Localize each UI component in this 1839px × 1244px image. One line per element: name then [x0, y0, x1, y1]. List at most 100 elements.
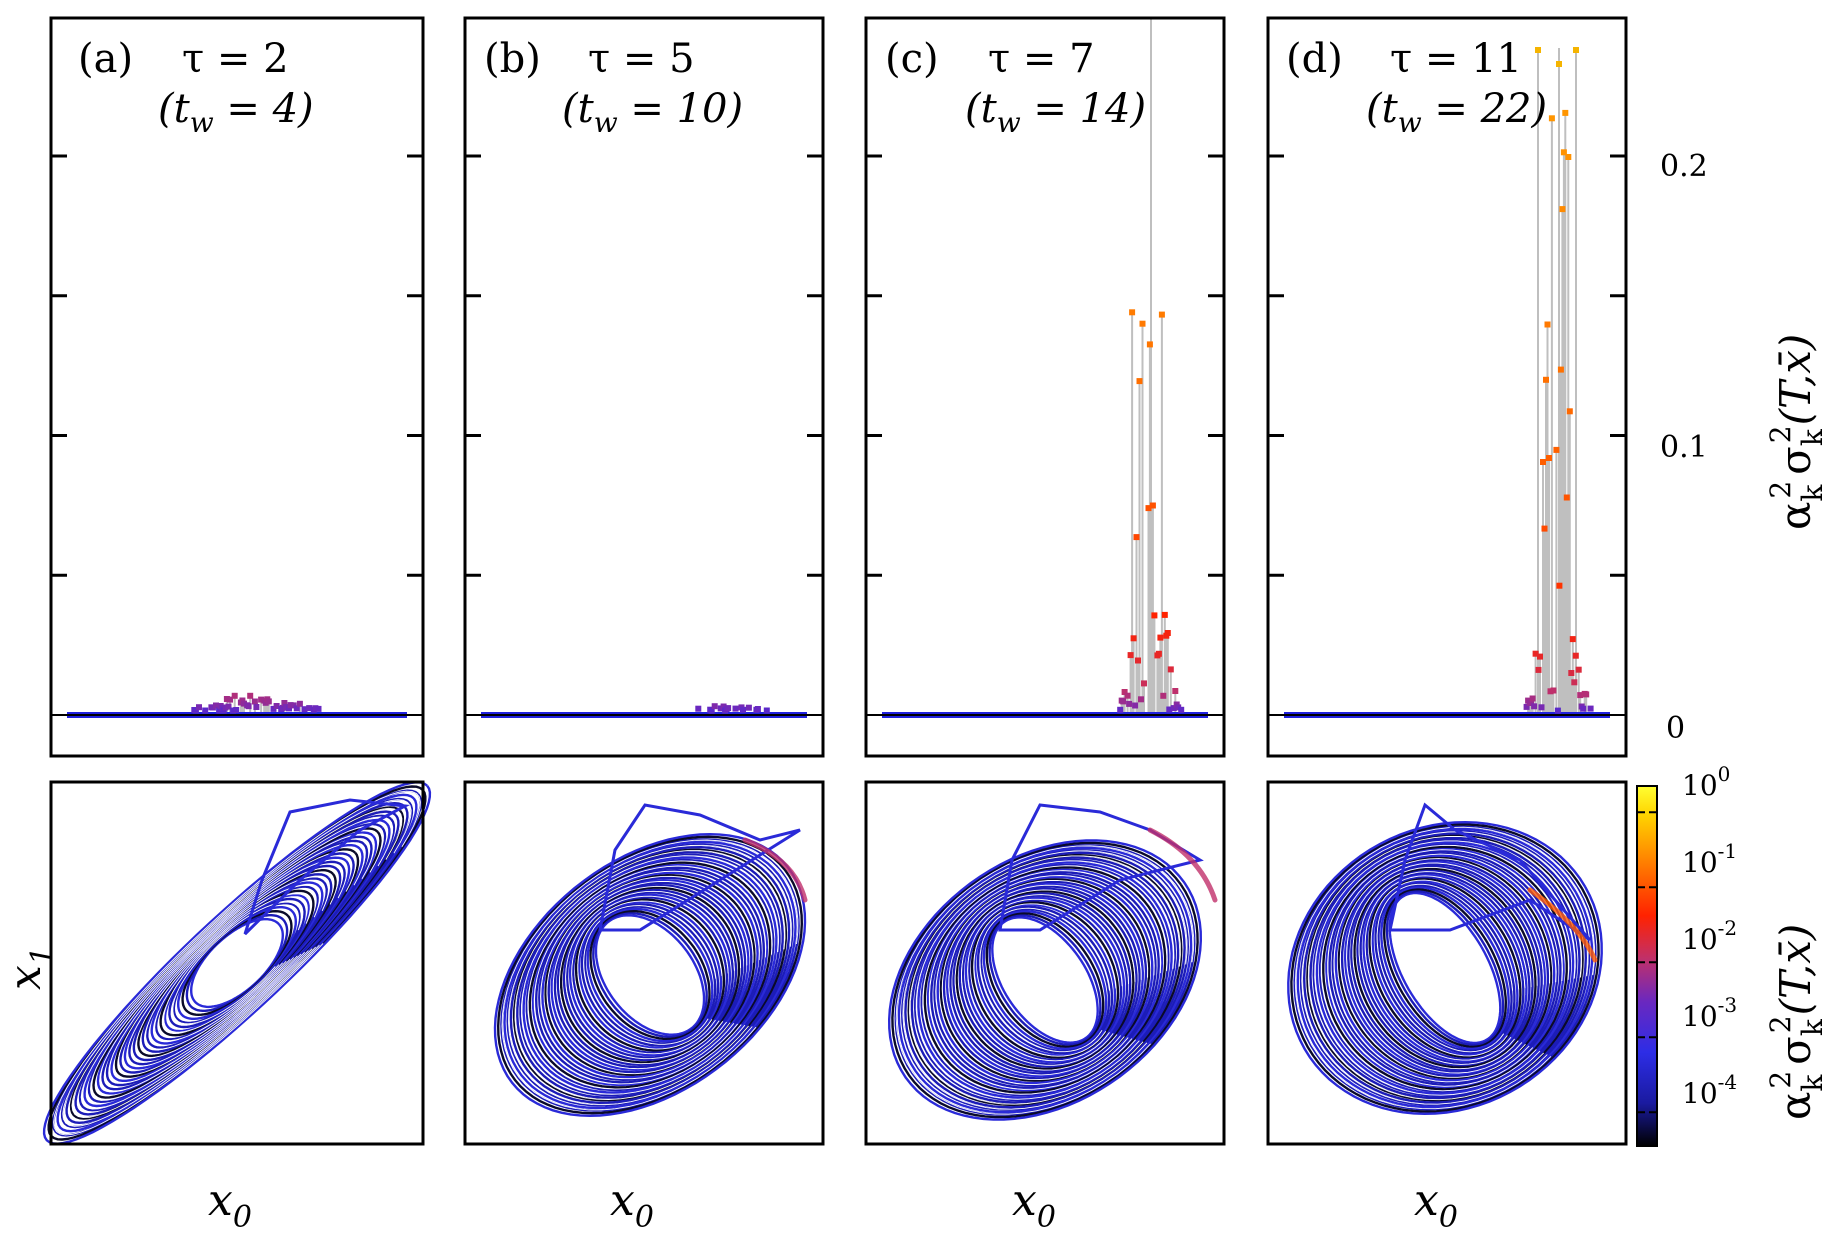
data-point	[1556, 582, 1563, 589]
attractor-fold	[1388, 802, 1592, 942]
attractor-orbit	[1356, 869, 1534, 1067]
attractor-orbit	[42, 781, 432, 1145]
attractor-orbit	[1302, 832, 1588, 1104]
data-point	[287, 702, 294, 709]
attractor-orbit	[1328, 849, 1562, 1087]
attractor-orbit	[973, 903, 1117, 1057]
attractor-orbit	[967, 898, 1123, 1062]
attractor-gap	[126, 859, 348, 1067]
attractor-orbit	[592, 912, 708, 1038]
attractor-orbit	[1377, 884, 1513, 1052]
attractor-gap	[941, 879, 1149, 1081]
attractor-orbit	[544, 873, 756, 1077]
attractor-orbit	[586, 907, 714, 1043]
attractor-orbit	[1325, 847, 1565, 1089]
data-point	[708, 707, 715, 714]
x-axis-label-c: x0	[1012, 1175, 1056, 1235]
attractor-highlight	[1527, 887, 1598, 963]
attractor-orbit	[891, 841, 1199, 1119]
attractor-orbit	[594, 914, 706, 1036]
attractor-orbit	[955, 889, 1135, 1071]
attractor-orbit	[1312, 838, 1578, 1098]
attractor-gap	[954, 889, 1136, 1071]
data-point	[1117, 706, 1124, 713]
data-point	[740, 706, 746, 713]
data-point	[1540, 459, 1546, 465]
attractor-orbit	[939, 878, 1151, 1082]
data-point	[1528, 699, 1535, 706]
data-point	[1529, 695, 1536, 702]
attractor-orbit	[1340, 858, 1550, 1078]
top-panel-a-frame	[49, 16, 425, 758]
attractor-orbit	[1290, 823, 1600, 1113]
attractor-gap	[1301, 831, 1589, 1105]
attractor-orbit	[1318, 843, 1572, 1093]
data-point	[1135, 657, 1141, 664]
attractor-gap	[922, 865, 1168, 1095]
attractor-orbit	[976, 905, 1114, 1055]
attractor-orbit	[512, 848, 788, 1102]
right-axis: 0.2 0.1 0 αk2σk2(T,x̄)	[1660, 149, 1829, 746]
data-point	[223, 696, 230, 702]
data-point	[241, 700, 247, 707]
data-point	[1577, 692, 1584, 699]
x-axis-label-d: x0	[1414, 1175, 1458, 1235]
attractor-gap	[1376, 883, 1513, 1053]
attractor-orbit	[1306, 834, 1584, 1102]
data-point	[1155, 650, 1162, 657]
bottom-panel-c-frame	[864, 780, 1226, 1146]
panel-label-b: (b)	[484, 36, 541, 82]
data-point	[1541, 525, 1548, 532]
attractor-gap	[577, 900, 723, 1050]
data-point	[281, 700, 288, 706]
data-point	[1132, 702, 1139, 709]
attractor-gap	[117, 850, 357, 1076]
data-point	[1146, 341, 1153, 348]
attractor-orbit	[985, 911, 1105, 1049]
data-point	[293, 705, 300, 712]
data-point	[286, 705, 292, 712]
tw-label-c: (tw = 14)	[965, 86, 1146, 139]
data-point	[1583, 691, 1590, 698]
data-point	[1167, 666, 1174, 673]
attractor-gap	[71, 807, 403, 1119]
data-point	[258, 696, 265, 703]
bottom-panel-b	[463, 780, 825, 1146]
attractor-orbit	[936, 875, 1154, 1085]
attractor-orbit	[1382, 887, 1508, 1049]
data-point	[279, 704, 286, 711]
attractor-orbit	[988, 914, 1102, 1046]
data-point	[1130, 635, 1137, 642]
attractor-gap	[895, 845, 1195, 1115]
data-point	[1172, 688, 1179, 694]
attractor-highlight	[1147, 827, 1218, 903]
attractor-orbit	[493, 832, 807, 1118]
attractor-orbit	[1359, 871, 1531, 1065]
attractor-gap	[546, 875, 754, 1075]
attractor-orbit	[531, 863, 769, 1087]
top-panel-a-ticks	[51, 154, 423, 716]
stem-lines	[1527, 112, 1588, 715]
attractor-gap	[1320, 844, 1570, 1092]
data-point	[231, 692, 238, 699]
attractor-orbit	[952, 887, 1138, 1073]
attractor-orbit	[1388, 891, 1502, 1045]
data-point	[1566, 408, 1573, 415]
colorbar-tick-label-4: 10-4	[1682, 1070, 1737, 1110]
attractor-orbit	[945, 882, 1145, 1078]
tw-label-a: (tw = 4)	[158, 86, 314, 139]
attractor-hole	[1403, 920, 1487, 1016]
x-axis-label-b: x0	[610, 1175, 654, 1235]
attractor-orbit	[550, 878, 750, 1072]
attractor-orbit	[541, 871, 759, 1079]
attractor-gap	[902, 850, 1188, 1110]
attractor-orbit	[503, 840, 797, 1110]
data-point	[1138, 696, 1144, 703]
data-point	[290, 702, 297, 709]
attractor-orbit	[897, 846, 1193, 1114]
attractor-orbit	[1380, 886, 1510, 1050]
data-point	[1139, 320, 1146, 327]
attractor-a	[42, 781, 432, 1145]
data-point	[1126, 700, 1133, 707]
data-point	[192, 707, 199, 714]
